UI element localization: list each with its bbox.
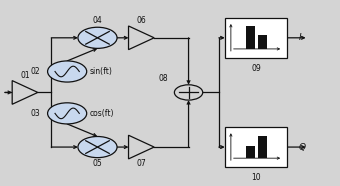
Bar [246, 26, 255, 49]
Polygon shape [12, 81, 38, 104]
Text: 10: 10 [251, 174, 261, 182]
Bar [257, 136, 267, 158]
Text: Q: Q [299, 142, 306, 152]
Text: 03: 03 [30, 109, 40, 118]
Text: 09: 09 [251, 64, 261, 73]
Bar [225, 127, 287, 167]
Bar [246, 146, 255, 158]
Text: 02: 02 [31, 67, 40, 76]
Text: cos(ft): cos(ft) [89, 109, 114, 118]
Polygon shape [129, 135, 154, 159]
Text: 01: 01 [20, 71, 30, 80]
Circle shape [48, 103, 87, 124]
Bar [225, 18, 287, 58]
Polygon shape [129, 26, 154, 50]
Circle shape [78, 137, 117, 158]
Circle shape [174, 85, 203, 100]
Text: 06: 06 [136, 16, 146, 25]
Text: I: I [299, 33, 302, 42]
Text: 04: 04 [92, 16, 102, 25]
Circle shape [78, 27, 117, 48]
Text: 05: 05 [92, 159, 102, 169]
Text: sin(ft): sin(ft) [89, 67, 112, 76]
Circle shape [48, 61, 87, 82]
Text: 07: 07 [136, 159, 146, 169]
Text: 08: 08 [158, 74, 168, 83]
Bar [257, 35, 267, 49]
